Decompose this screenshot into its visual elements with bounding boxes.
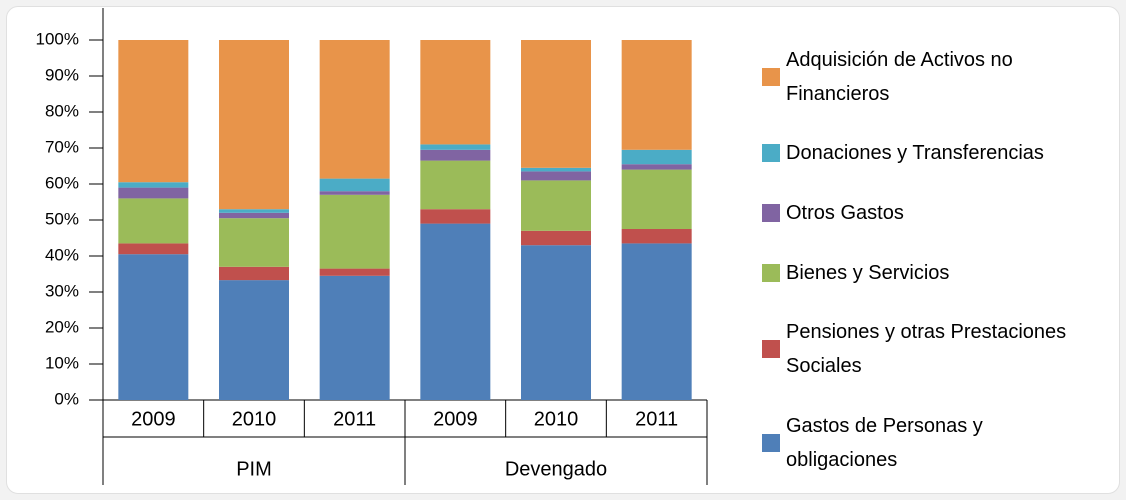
legend-swatch	[762, 434, 780, 453]
bar-segment	[521, 171, 591, 181]
bar-segment	[118, 198, 189, 244]
bar-segment	[521, 40, 591, 168]
legend-label: Gastos de Personas y obligaciones	[786, 415, 983, 472]
bar-segment	[219, 212, 289, 219]
legend-label: Adquisición de Activos no Financieros	[786, 48, 1013, 105]
bar-segment	[319, 178, 390, 192]
x-tick-label: 2010	[534, 408, 579, 430]
bar-segment	[219, 218, 289, 267]
group-label: Devengado	[505, 458, 607, 480]
bar-segment	[319, 194, 390, 269]
y-tick-label: 10%	[45, 353, 79, 372]
group-label: PIM	[236, 458, 272, 480]
bar-segment	[118, 187, 189, 199]
legend-item: Donaciones y Transferencias	[762, 136, 1107, 170]
bar-segment	[420, 40, 491, 145]
y-tick-label: 60%	[45, 173, 79, 192]
bar-segment	[621, 40, 692, 150]
y-tick-label: 40%	[45, 245, 79, 264]
legend-label: Donaciones y Transferencias	[786, 142, 1044, 165]
bar-segment	[319, 275, 390, 400]
bar-segment	[118, 254, 189, 400]
legend-item: Bienes y Servicios	[762, 256, 1107, 290]
bar-segment	[420, 223, 491, 400]
legend-swatch	[762, 263, 780, 282]
bar-segment	[118, 182, 189, 188]
bar-segment	[319, 40, 390, 179]
y-tick-label: 90%	[45, 65, 79, 84]
bar-segment	[521, 167, 591, 172]
bar-segment	[621, 243, 692, 400]
bar-segment	[420, 149, 491, 161]
y-tick-label: 50%	[45, 209, 79, 228]
x-tick-label: 2010	[232, 408, 277, 430]
bar-segment	[621, 229, 692, 244]
bar-segment	[420, 144, 491, 150]
y-tick-label: 20%	[45, 317, 79, 336]
legend-label: Otros Gastos	[786, 202, 904, 225]
bar-segment	[219, 40, 289, 210]
bar-segment	[521, 245, 591, 400]
legend-swatch	[762, 340, 780, 359]
bar-segment	[219, 266, 289, 281]
bar-segment	[219, 280, 289, 400]
legend-label: Pensiones y otras Prestaciones Sociales	[786, 321, 1067, 378]
legend-swatch	[762, 204, 780, 223]
bar-segment	[319, 268, 390, 276]
legend-swatch	[762, 67, 780, 86]
legend-item: Adquisición de Activos no Financieros	[762, 43, 1107, 111]
x-tick-label: 2011	[333, 408, 376, 430]
legend-item: Pensiones y otras Prestaciones Sociales	[762, 315, 1107, 383]
bar-segment	[621, 164, 692, 170]
bar-segment	[521, 180, 591, 231]
legend-item: Otros Gastos	[762, 196, 1107, 230]
bar-segment	[420, 209, 491, 224]
y-tick-label: 0%	[54, 389, 79, 408]
bar-segment	[521, 230, 591, 246]
legend: Adquisición de Activos no Financieros Don…	[762, 30, 1107, 490]
bar-segment	[118, 40, 189, 183]
legend-item: Gastos de Personas y obligaciones	[762, 409, 1107, 477]
legend-label: Bienes y Servicios	[786, 261, 950, 284]
bar-segment	[219, 209, 289, 213]
y-tick-label: 100%	[36, 29, 79, 48]
x-tick-label: 2009	[433, 408, 478, 430]
y-tick-label: 30%	[45, 281, 79, 300]
y-tick-label: 80%	[45, 101, 79, 120]
bar-segment	[621, 169, 692, 229]
legend-swatch	[762, 144, 780, 163]
x-tick-label: 2009	[131, 408, 176, 430]
bar-segment	[118, 243, 189, 255]
x-tick-label: 2011	[635, 408, 678, 430]
bar-segment	[319, 191, 390, 195]
y-tick-label: 70%	[45, 137, 79, 156]
bar-segment	[621, 149, 692, 165]
bar-segment	[420, 160, 491, 210]
